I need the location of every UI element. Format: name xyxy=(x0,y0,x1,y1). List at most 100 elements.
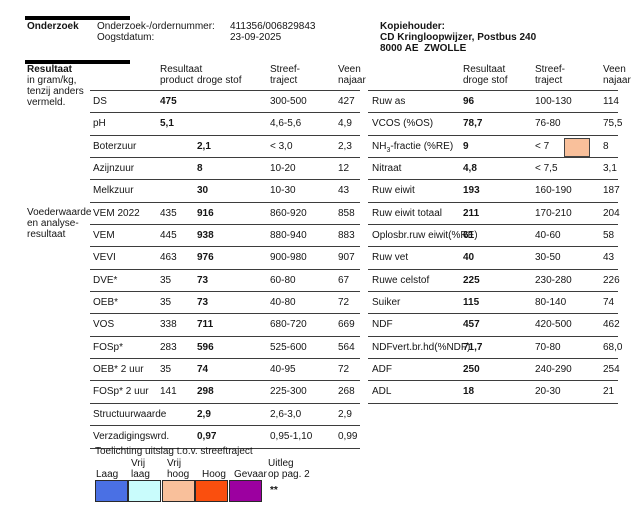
veen-najaar-value: 43 xyxy=(338,185,350,197)
veen-najaar-value: 114 xyxy=(603,96,619,107)
veen-najaar-value: 254 xyxy=(603,364,620,376)
table-row: VEVI 463 976 900-980 907 xyxy=(90,247,360,270)
result-drogestof-value: 457 xyxy=(463,319,480,331)
result-drogestof-value: 2,9 xyxy=(197,408,211,420)
legend-item-label: Vrij xyxy=(167,458,182,469)
row-label: Ruw as xyxy=(372,96,406,107)
row-label: Melkzuur xyxy=(93,185,134,197)
result-drogestof-value: 78,7 xyxy=(463,118,483,130)
result-product-value: 5,1 xyxy=(160,118,174,130)
table-row: Ruw eiwit totaal 211 170-210 204 xyxy=(368,203,620,226)
result-product-value: 35 xyxy=(160,297,172,309)
streeftraject-value: 4,6-5,6 xyxy=(270,118,302,130)
row-label: VEVI xyxy=(93,252,116,264)
streeftraject-value: 420-500 xyxy=(535,319,572,331)
voederwaarde-note: Voederwaarde en analyse-resultaat xyxy=(27,207,92,240)
row-label: Verzadigingswrd. xyxy=(93,431,170,443)
veen-najaar-value: 669 xyxy=(338,319,355,331)
streeftraject-value: 10-20 xyxy=(270,163,296,175)
streeftraject-value: 680-720 xyxy=(270,319,307,331)
legend-title: Toelichting uitslag t.o.v. streeftraject xyxy=(95,446,253,457)
result-drogestof-value: 225 xyxy=(463,274,480,286)
table-row: pH 5,1 4,6-5,6 4,9 xyxy=(90,113,360,136)
result-drogestof-value: 73 xyxy=(197,297,209,309)
table-row: Boterzuur 2,1 < 3,0 2,3 xyxy=(90,136,360,159)
result-drogestof-value: 2,1 xyxy=(197,140,211,152)
table-row: Melkzuur 30 10-30 43 xyxy=(90,180,360,203)
oogstdatum-label: Oogstdatum: xyxy=(97,32,155,43)
table-row: NDFvert.br.hd(%NDF) 71,7 70-80 68,0 xyxy=(368,337,622,360)
ordernummer-label: Onderzoek-/ordernummer: xyxy=(97,21,215,32)
kopiehouder-address-line: CD Kringloopwijzer, Postbus 240 xyxy=(380,32,537,43)
table-row: Ruw vet 40 30-50 43 xyxy=(368,247,618,270)
result-drogestof-value: 8 xyxy=(197,163,203,175)
legend-color-box xyxy=(195,480,229,502)
result-drogestof-value: 73 xyxy=(197,274,209,286)
result-drogestof-value: 711 xyxy=(197,319,214,331)
result-product-value: 463 xyxy=(160,252,177,264)
streeftraject-value: 40-95 xyxy=(270,364,296,376)
legend-note-line2: op pag. 2 xyxy=(268,469,310,480)
row-label: Ruw vet xyxy=(372,252,409,264)
streeftraject-value: 80-140 xyxy=(535,297,567,309)
veen-najaar-value: 67 xyxy=(338,274,350,286)
veen-najaar-value: 3,1 xyxy=(603,163,617,175)
row-label: Oplosbr.ruw eiwit(%RE) xyxy=(372,230,478,242)
streeftraject-value: 60-80 xyxy=(270,274,296,286)
streeftraject-value: 160-190 xyxy=(535,185,572,197)
streeftraject-value: 20-30 xyxy=(535,386,561,398)
result-drogestof-value: 193 xyxy=(463,185,480,197)
row-label: VOS xyxy=(93,319,115,331)
streeftraject-value: 0,95-1,10 xyxy=(270,431,313,443)
row-label: NDFvert.br.hd(%NDF) xyxy=(372,341,471,353)
table-row: Verzadigingswrd. 0,97 0,95-1,10 0,99 xyxy=(90,426,360,449)
row-label: NDF xyxy=(372,319,393,331)
result-drogestof-value: 71,7 xyxy=(463,341,483,353)
streeftraject-value: 860-920 xyxy=(270,207,307,219)
result-drogestof-value: 916 xyxy=(197,207,214,219)
row-label: pH xyxy=(93,118,106,130)
legend-stars: ** xyxy=(270,485,278,496)
veen-najaar-value: 187 xyxy=(603,185,620,197)
table-row: Azijnzuur 8 10-20 12 xyxy=(90,158,360,181)
veen-najaar-value: 43 xyxy=(603,252,615,264)
result-drogestof-value: 30 xyxy=(197,185,209,197)
col-header-veen: Veen xyxy=(603,64,626,75)
veen-najaar-value: 427 xyxy=(338,96,355,107)
legend-item-label: Gevaar xyxy=(234,469,267,480)
table-row: Structuurwaarde 2,9 2,6-3,0 2,9 xyxy=(90,404,360,427)
resultaat-unit-note: in gram/kg, tenzij anders vermeld. xyxy=(27,75,84,108)
streeftraject-value: 40-80 xyxy=(270,297,296,309)
row-label: Azijnzuur xyxy=(93,163,135,175)
voederwaarde-table-header: Resultaat product droge stof Streef- tra… xyxy=(90,62,366,91)
table-row: ADF 250 240-290 254 xyxy=(368,359,620,382)
table-row: Nitraat 4,8 < 7,5 3,1 xyxy=(368,158,618,181)
streeftraject-value: 900-980 xyxy=(270,252,307,264)
table-row: FOSp* 2 uur 141 298 225-300 268 xyxy=(90,381,360,404)
veen-najaar-value: 2,9 xyxy=(338,408,352,420)
streeftraject-value: 300-500 xyxy=(270,96,307,107)
streeftraject-value: 2,6-3,0 xyxy=(270,408,302,420)
veen-najaar-value: 21 xyxy=(603,386,615,398)
table-row: DVE* 35 73 60-80 67 xyxy=(90,270,360,293)
streeftraject-value: 70-80 xyxy=(535,341,561,353)
table-row: VCOS (%OS) 78,7 76-80 75,5 xyxy=(368,113,622,136)
result-drogestof-value: 115 xyxy=(463,297,480,309)
oogstdatum-value: 23-09-2025 xyxy=(230,32,282,43)
veen-najaar-value: 564 xyxy=(338,341,355,353)
row-label: Boterzuur xyxy=(93,140,137,152)
result-drogestof-value: 4,8 xyxy=(463,163,477,175)
section-title-onderzoek: Onderzoek xyxy=(27,21,79,32)
veen-najaar-value: 74 xyxy=(603,297,615,309)
col-header-resultaat: Resultaat xyxy=(463,64,506,75)
row-label: FOSp* xyxy=(93,341,124,353)
row-label: Ruwe celstof xyxy=(372,274,430,286)
legend-item-label: Vrij xyxy=(131,458,146,469)
row-label: OEB* 2 uur xyxy=(93,364,144,376)
col-header-resultaat: Resultaat xyxy=(160,64,203,75)
section-divider-bar xyxy=(25,16,130,20)
result-drogestof-value: 211 xyxy=(463,207,480,219)
row-label: VCOS (%OS) xyxy=(372,118,434,130)
legend-item-label: Hoog xyxy=(202,469,226,480)
